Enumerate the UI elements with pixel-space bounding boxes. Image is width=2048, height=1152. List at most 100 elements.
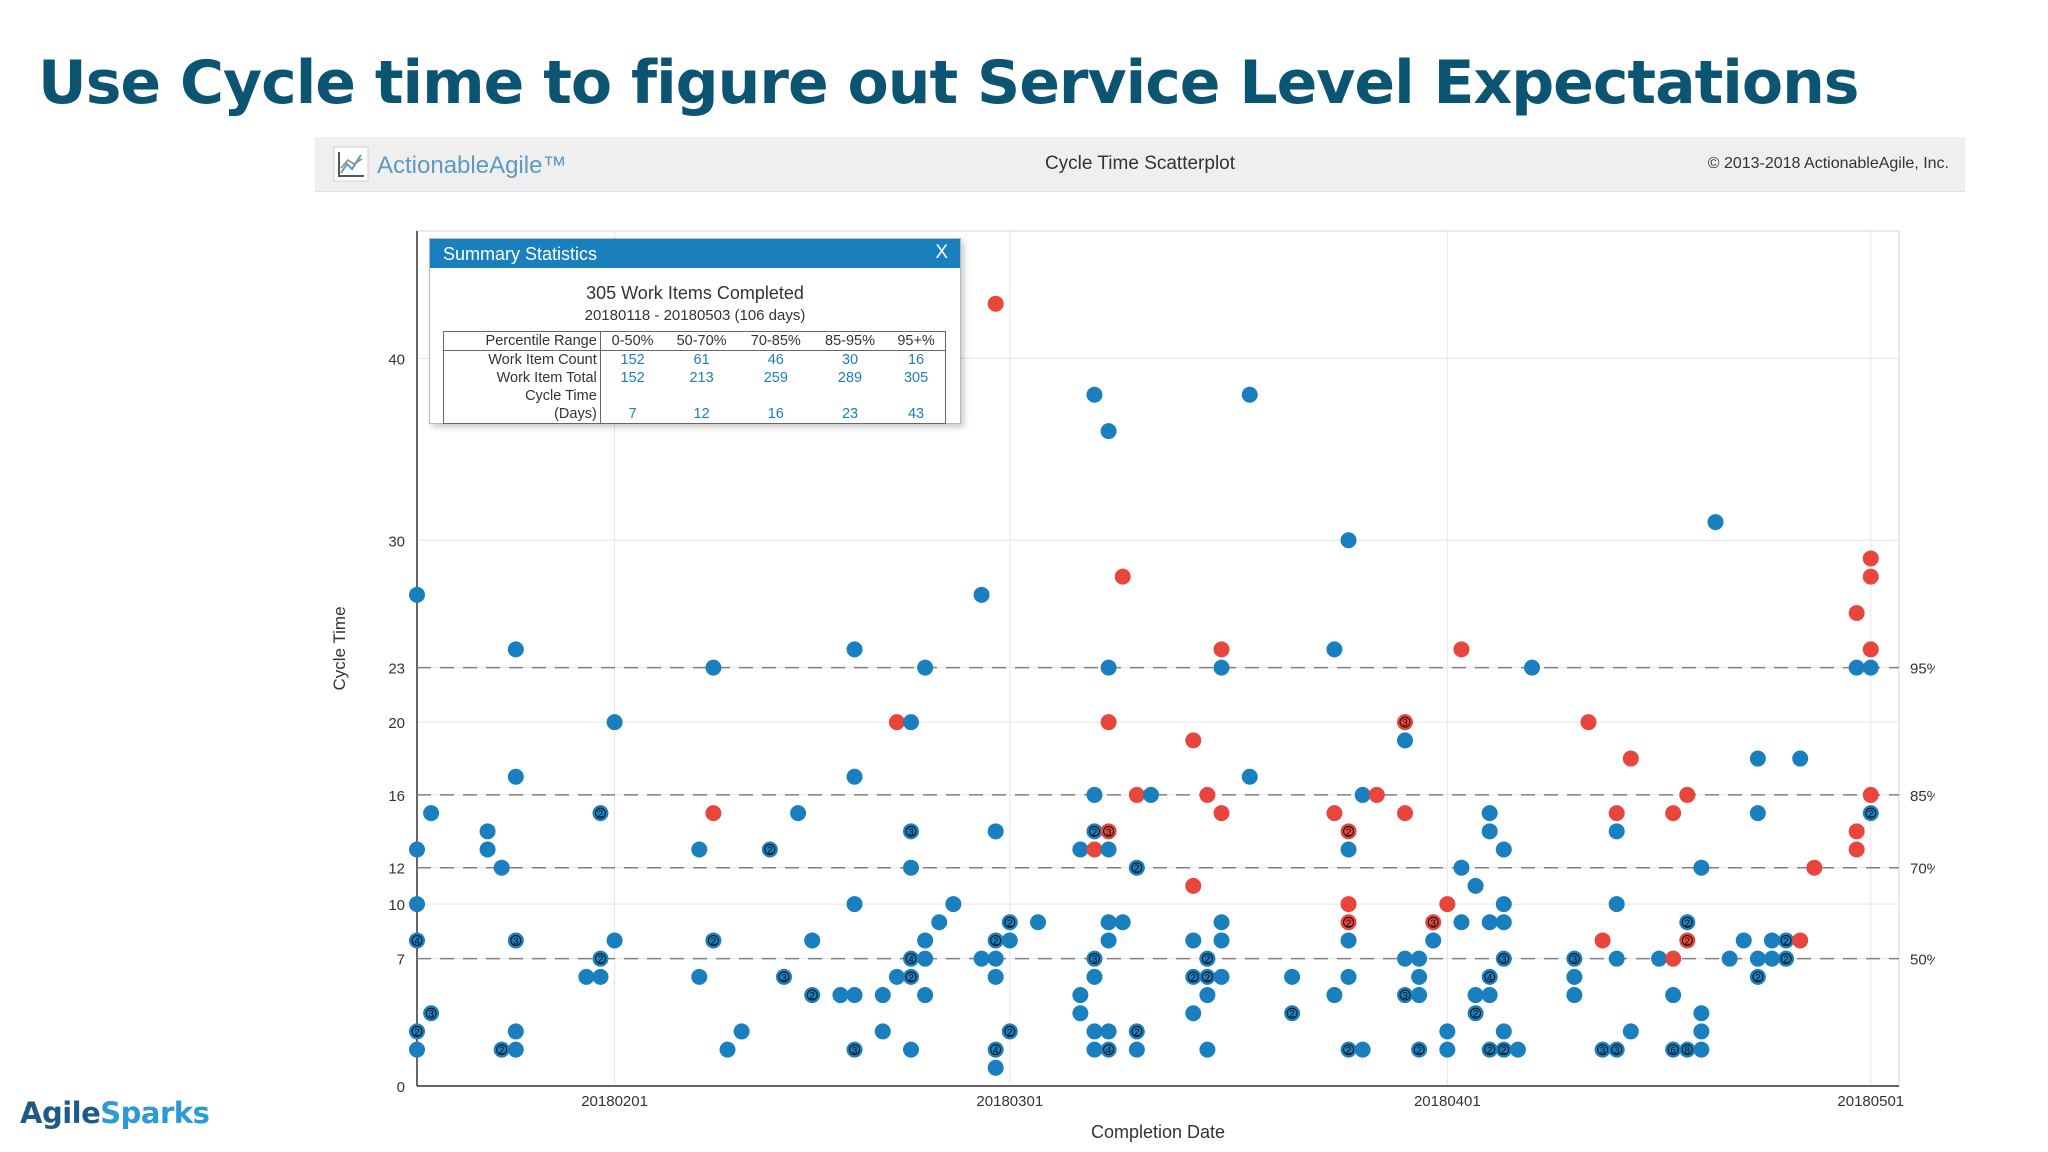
data-point-count: 2 bbox=[1191, 973, 1197, 984]
data-point bbox=[1199, 1041, 1216, 1058]
data-point bbox=[903, 1041, 919, 1058]
summary-statistics-panel[interactable]: Summary Statistics X 305 Work Items Comp… bbox=[429, 238, 961, 424]
data-point bbox=[606, 932, 623, 949]
data-point bbox=[1679, 786, 1696, 803]
data-point bbox=[1213, 968, 1230, 985]
data-point bbox=[409, 841, 425, 858]
data-point bbox=[1128, 786, 1145, 803]
data-point bbox=[1481, 987, 1498, 1004]
data-point bbox=[493, 859, 510, 876]
data-point bbox=[1524, 659, 1541, 676]
data-point bbox=[1862, 568, 1879, 585]
cycle-time-cell: 43 bbox=[887, 387, 947, 424]
data-point bbox=[1086, 950, 1103, 967]
x-tick-label: 20180401 bbox=[1414, 1093, 1481, 1110]
data-point bbox=[1848, 841, 1865, 858]
data-point-count: 3 bbox=[1092, 955, 1098, 966]
data-point bbox=[1481, 914, 1498, 931]
data-point-count-ring bbox=[1343, 916, 1355, 928]
data-point bbox=[1213, 659, 1230, 676]
data-point bbox=[1467, 877, 1484, 894]
data-point bbox=[1439, 1041, 1456, 1058]
data-point-count: 3 bbox=[1402, 991, 1408, 1002]
data-point-count: 3 bbox=[1106, 827, 1112, 838]
data-point-count-ring bbox=[1568, 953, 1580, 965]
data-point bbox=[1566, 950, 1583, 967]
data-point bbox=[1749, 950, 1766, 967]
data-point bbox=[903, 968, 919, 985]
row-label-work-item-count: Work Item Count bbox=[443, 350, 601, 369]
data-point bbox=[931, 914, 948, 931]
data-point-count: 3 bbox=[1501, 955, 1507, 966]
data-point-count: 2 bbox=[767, 846, 773, 857]
range-cell: 50-70% bbox=[664, 331, 739, 351]
y-tick-label: 30 bbox=[388, 533, 405, 550]
summary-statistics-header[interactable]: Summary Statistics X bbox=[430, 239, 960, 268]
data-point-count-ring bbox=[1484, 1044, 1496, 1056]
data-point-count: 2 bbox=[1783, 936, 1789, 947]
data-point-count-ring bbox=[1343, 1044, 1355, 1056]
data-point bbox=[1679, 1041, 1696, 1058]
data-point bbox=[1862, 805, 1879, 822]
data-point bbox=[1213, 932, 1230, 949]
data-point bbox=[479, 841, 496, 858]
data-point bbox=[1495, 1041, 1512, 1058]
data-point-count-ring bbox=[1131, 1025, 1143, 1037]
data-point bbox=[1806, 859, 1823, 876]
data-point-count: 4 bbox=[1487, 973, 1493, 984]
data-point bbox=[479, 823, 496, 840]
data-point bbox=[1100, 423, 1117, 440]
data-point-count: 2 bbox=[414, 1027, 420, 1038]
data-point bbox=[1439, 1023, 1456, 1040]
data-point-count-ring bbox=[1399, 989, 1411, 1001]
data-point-count-ring bbox=[1780, 934, 1792, 946]
data-point-count-ring bbox=[1413, 1044, 1425, 1056]
data-point-count-ring bbox=[1088, 825, 1100, 837]
data-point bbox=[1340, 914, 1357, 931]
data-point bbox=[1114, 568, 1131, 585]
data-point-count-ring bbox=[496, 1044, 508, 1056]
data-point bbox=[1848, 659, 1865, 676]
data-point bbox=[1340, 932, 1357, 949]
percentile-label: 95% bbox=[1910, 661, 1935, 678]
data-point bbox=[1778, 950, 1795, 967]
data-point-count: 3 bbox=[1430, 918, 1436, 929]
data-point-count-ring bbox=[1865, 807, 1877, 819]
data-point bbox=[1749, 968, 1766, 985]
data-point bbox=[1001, 932, 1018, 949]
data-point-count-ring bbox=[806, 989, 818, 1001]
row-label-cycle-time: Cycle Time (Days) bbox=[443, 387, 601, 424]
data-point-count-ring bbox=[707, 934, 719, 946]
data-point-count-ring bbox=[1286, 1007, 1298, 1019]
data-point-count-ring bbox=[1103, 825, 1115, 837]
data-point bbox=[1326, 987, 1343, 1004]
data-point bbox=[1651, 950, 1668, 967]
count-cell: 30 bbox=[841, 352, 859, 368]
data-point bbox=[1481, 805, 1498, 822]
data-point bbox=[1792, 932, 1809, 949]
data-point bbox=[1086, 786, 1103, 803]
data-point bbox=[1001, 914, 1018, 931]
data-point-count: 6 bbox=[1670, 1046, 1676, 1057]
data-point bbox=[691, 841, 708, 858]
data-point bbox=[917, 659, 934, 676]
y-tick-label: 0 bbox=[397, 1079, 405, 1096]
data-point bbox=[1100, 659, 1117, 676]
data-point-count: 2 bbox=[1416, 1046, 1422, 1057]
data-point-count: 2 bbox=[1685, 918, 1691, 929]
data-point-count: 2 bbox=[1007, 918, 1013, 929]
data-point bbox=[874, 1023, 891, 1040]
data-point-count-ring bbox=[594, 807, 606, 819]
data-point-count-ring bbox=[1088, 953, 1100, 965]
data-point bbox=[1566, 968, 1583, 985]
data-point bbox=[1241, 386, 1258, 403]
data-point bbox=[1086, 823, 1103, 840]
data-point-count-ring bbox=[1498, 1044, 1510, 1056]
data-point bbox=[987, 1041, 1004, 1058]
data-point bbox=[1100, 714, 1117, 731]
close-icon[interactable]: X bbox=[935, 242, 948, 263]
data-point-count-ring bbox=[1681, 934, 1693, 946]
data-point bbox=[423, 1005, 440, 1022]
data-point bbox=[1439, 896, 1456, 913]
